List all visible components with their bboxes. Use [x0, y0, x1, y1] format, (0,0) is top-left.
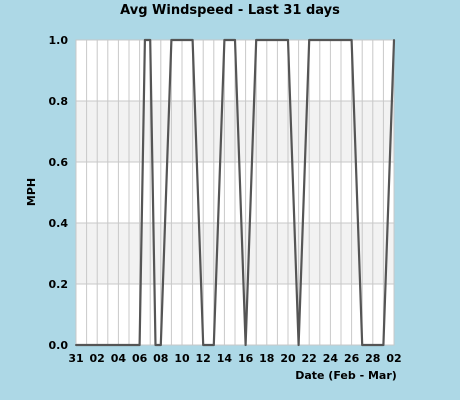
data-point — [159, 344, 162, 346]
data-point — [143, 39, 146, 41]
x-tick-label: 06 — [132, 352, 148, 365]
data-point — [244, 344, 247, 346]
data-point — [170, 39, 173, 41]
x-tick-label: 02 — [386, 352, 401, 365]
data-point — [138, 344, 141, 346]
x-tick-label: 12 — [196, 352, 211, 365]
data-point — [191, 39, 194, 41]
y-tick-label: 0.0 — [49, 339, 69, 352]
data-point — [297, 344, 300, 346]
x-tick-label: 14 — [217, 352, 233, 365]
data-point — [149, 39, 152, 41]
data-point — [361, 344, 364, 346]
x-tick-label: 20 — [280, 352, 296, 365]
x-tick-label: 24 — [323, 352, 339, 365]
data-point — [154, 344, 157, 346]
data-point — [234, 39, 236, 41]
x-tick-label: 26 — [344, 352, 360, 365]
data-point — [212, 344, 215, 346]
x-tick-label: 22 — [302, 352, 317, 365]
x-tick-label: 18 — [259, 352, 274, 365]
x-tick-label: 28 — [365, 352, 380, 365]
data-point — [350, 39, 353, 41]
data-point — [75, 344, 77, 346]
x-tick-label: 04 — [111, 352, 127, 365]
x-axis-label: Date (Feb - Mar) — [295, 369, 397, 382]
x-tick-label: 31 — [68, 352, 83, 365]
data-point — [308, 39, 311, 41]
data-point — [382, 344, 385, 346]
data-point — [223, 39, 226, 41]
data-point — [202, 344, 205, 346]
chart-title: Avg Windspeed - Last 31 days — [120, 3, 340, 18]
data-point — [393, 39, 395, 41]
y-tick-label: 1.0 — [49, 34, 69, 47]
y-axis-label: MPH — [25, 178, 38, 206]
x-tick-label: 08 — [153, 352, 168, 365]
x-tick-label: 16 — [238, 352, 254, 365]
y-tick-label: 0.2 — [49, 278, 69, 291]
plot-area: 0.0 0.2 0.4 0.6 0.8 1.0 31 02 04 06 08 10 12 14 16 18 20… — [49, 34, 402, 365]
data-point — [255, 39, 258, 41]
x-tick-label: 02 — [90, 352, 105, 365]
x-tick-label: 10 — [174, 352, 190, 365]
y-tick-label: 0.6 — [49, 156, 69, 169]
y-tick-label: 0.4 — [49, 217, 69, 230]
y-tick-label: 0.8 — [49, 95, 69, 108]
data-point — [287, 39, 289, 41]
